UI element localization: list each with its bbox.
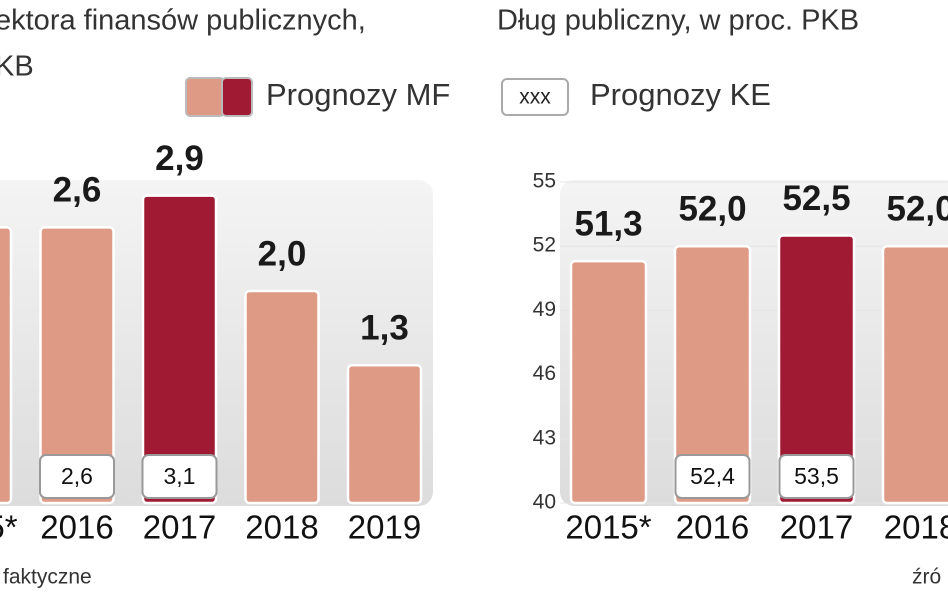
legend-sample: xxx [519,86,551,109]
bar [141,194,218,505]
ke-label: 3,1 [164,463,196,489]
x-tick-label: 2015* [565,509,651,546]
value-label: 2,0 [258,234,307,273]
value-label: 52,5 [782,179,850,218]
value-label: 1,3 [360,308,409,347]
ke-box [674,454,751,499]
legend-label: Prognozy MF [266,77,450,112]
x-tick-label: 2019 [348,509,421,546]
bar [346,363,423,505]
legend-swatch [501,78,569,116]
x-tick-label: 2016 [40,509,113,546]
bar [569,259,648,505]
legend: Prognozy MF xxx Prognozy KE [185,77,771,117]
y-tick-label: 40 [533,491,556,514]
footnote: faktyczne [3,566,92,589]
legend-label: Prognozy KE [590,77,771,112]
x-tick-label: 2018 [245,509,318,546]
ke-box [141,454,218,499]
ke-box [39,454,115,499]
y-tick-label: 43 [533,426,556,449]
chart-subtitle: KB [0,51,34,83]
bar [673,244,752,505]
legend-swatch [185,77,225,117]
source: źró [912,566,941,589]
legend-swatch [221,77,253,117]
chart-title: ektora finansów publicznych, [0,5,366,37]
value-label: 2,9 [155,139,204,178]
bar [777,234,856,505]
bar [0,226,13,505]
x-tick-label: 2018 [884,509,948,546]
y-tick-label: 55 [533,170,556,193]
y-tick-label: 52 [533,234,556,257]
bar [881,244,948,505]
x-tick-label: 2015* [0,509,18,546]
x-tick-label: 2016 [676,509,749,546]
bar [244,289,320,505]
chart-title: Dług publiczny, w proc. PKB [497,5,859,37]
bar [39,226,115,505]
x-tick-label: 2017 [143,509,216,546]
value-label: 52,0 [678,189,746,228]
y-tick-label: 49 [533,298,556,321]
value-label: 52,0 [886,189,948,228]
x-tick-label: 2017 [780,509,853,546]
value-label: 51,3 [574,204,642,243]
ke-label: 52,4 [690,463,735,489]
ke-label: 2,6 [61,463,93,489]
ke-label: 53,5 [794,463,839,489]
y-tick-label: 46 [533,362,556,385]
value-label: 2,6 [53,171,102,210]
ke-box [778,454,855,499]
